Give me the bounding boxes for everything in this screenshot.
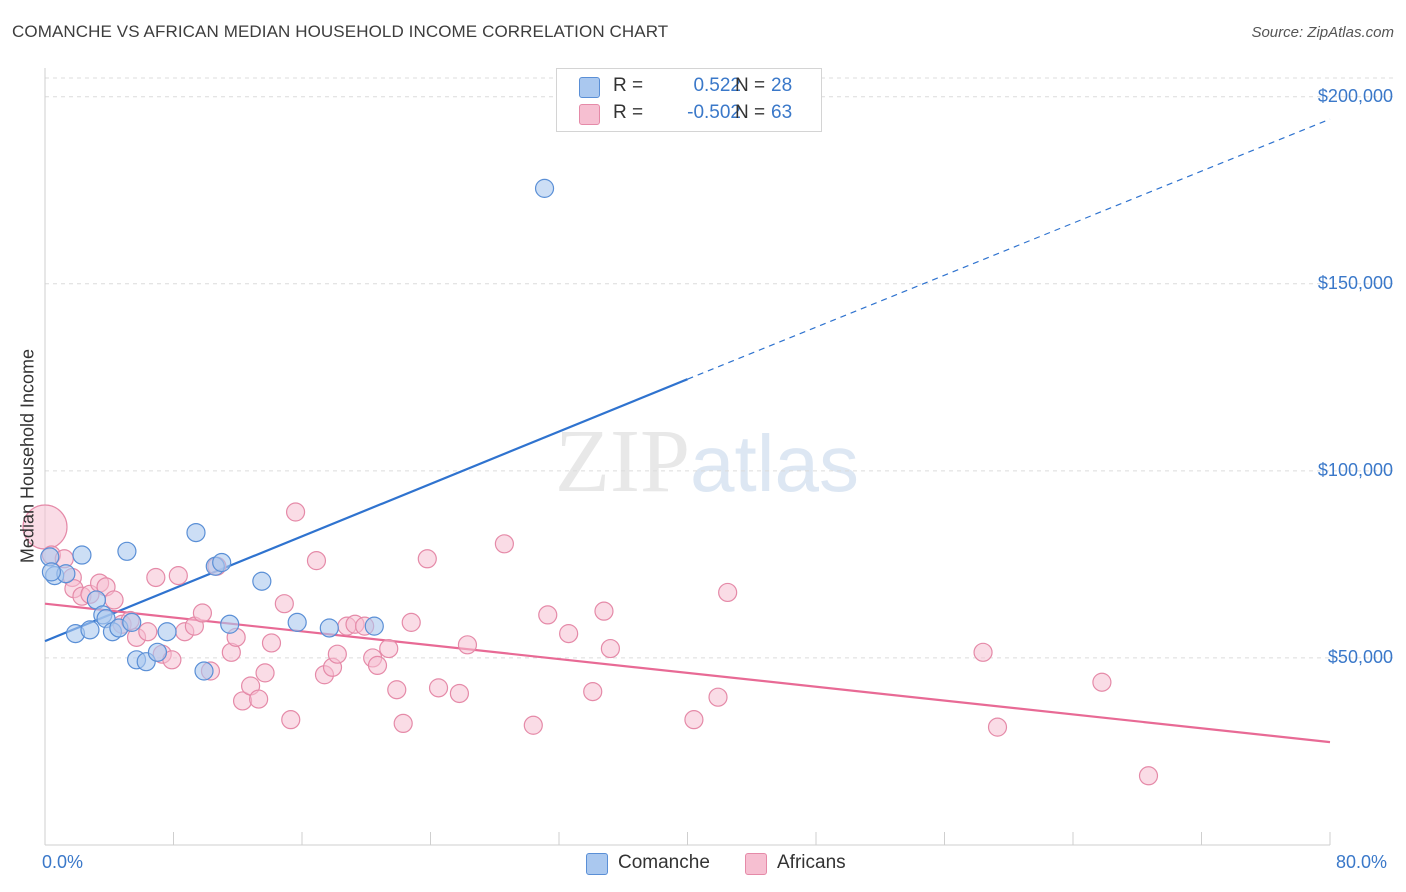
africans-point	[379, 638, 399, 659]
legend-r-value: 0.522	[693, 75, 741, 96]
comanche-point	[319, 618, 339, 638]
africans-point	[401, 612, 421, 632]
x-tick-label-min: 0.0%	[42, 852, 84, 872]
legend-r-label: R =	[613, 75, 644, 96]
africans-point	[417, 549, 437, 569]
comanche-trend-extension	[687, 118, 1331, 380]
legend-n-value: 28	[771, 75, 793, 96]
comanche-point	[72, 545, 92, 565]
africans-swatch	[579, 104, 600, 125]
africans-trend-line	[44, 602, 1331, 744]
africans-point	[718, 582, 738, 603]
comanche-point	[147, 642, 168, 662]
source-credit: Source: ZipAtlas.com	[1251, 24, 1394, 41]
africans-point	[559, 624, 579, 644]
comanche-swatch	[586, 853, 608, 875]
bottom-legend-label: Africans	[777, 852, 846, 873]
africans-point	[138, 622, 158, 642]
legend-r-value: -0.502	[687, 102, 741, 123]
africans-point	[393, 713, 413, 734]
africans-point	[168, 566, 188, 586]
comanche-point	[534, 178, 555, 198]
africans-point	[684, 710, 704, 730]
africans-point	[249, 689, 269, 709]
comanche-point	[80, 620, 100, 640]
africans-point	[387, 680, 407, 700]
comanche-point	[157, 622, 177, 642]
africans-point	[973, 642, 993, 662]
axes	[44, 68, 1331, 846]
africans-point	[1138, 766, 1159, 786]
africans-point	[449, 683, 470, 704]
africans-point	[457, 635, 478, 655]
africans-point	[281, 710, 301, 730]
trend-lines	[44, 118, 1331, 744]
comanche-point	[41, 562, 62, 582]
africans-point	[1092, 672, 1112, 692]
comanche-swatch	[579, 77, 600, 98]
y-tick-label: $50,000	[1327, 646, 1393, 667]
africans-point	[428, 678, 449, 698]
watermark-atlas: atlas	[690, 419, 859, 508]
y-tick-label: $150,000	[1317, 272, 1393, 293]
correlation-legend: R = 0.522 N = 28 R = -0.502 N = 63	[556, 68, 822, 132]
africans-point	[708, 687, 728, 707]
africans-point	[367, 655, 388, 676]
comanche-point	[122, 612, 142, 632]
africans-point	[285, 502, 306, 522]
bottom-legend-label: Comanche	[618, 852, 710, 873]
africans-point	[538, 605, 558, 625]
comanche-point	[364, 616, 384, 636]
legend-n-label: N =	[735, 102, 766, 123]
comanche-point	[212, 552, 232, 573]
africans-point	[600, 638, 621, 659]
comanche-trend-line	[44, 378, 688, 643]
africans-point	[104, 590, 124, 610]
y-tick-label: $200,000	[1317, 85, 1393, 106]
y-tick-label: $100,000	[1317, 459, 1393, 480]
grid-lines	[45, 77, 1395, 659]
africans-point	[987, 717, 1008, 737]
comanche-point	[220, 614, 240, 634]
comanche-point	[186, 522, 206, 543]
chart-title: COMANCHE VS AFRICAN MEDIAN HOUSEHOLD INC…	[12, 22, 669, 41]
africans-point	[594, 601, 614, 621]
africans-point	[327, 644, 347, 664]
africans-point	[192, 603, 213, 623]
comanche-point	[252, 571, 272, 591]
legend-r-label: R =	[613, 102, 644, 123]
watermark: ZIPatlas	[555, 410, 859, 513]
y-axis-title: Median Household Income	[17, 348, 38, 564]
legend-n-label: N =	[735, 75, 766, 96]
africans-point	[146, 567, 166, 588]
africans-point	[523, 715, 543, 735]
africans-point	[274, 594, 294, 614]
africans-point	[261, 633, 282, 653]
comanche-point	[117, 541, 137, 561]
africans-points	[22, 502, 1159, 786]
watermark-zip: ZIP	[555, 412, 690, 511]
comanche-point	[287, 612, 307, 632]
x-tick-label-max: 80.0%	[1336, 852, 1388, 872]
comanche-point	[194, 661, 214, 681]
africans-swatch	[745, 853, 767, 875]
comanche-points	[40, 178, 555, 681]
africans-point	[494, 534, 514, 554]
legend-n-value: 63	[771, 102, 793, 123]
africans-point	[306, 551, 327, 571]
africans-point	[583, 681, 603, 702]
africans-point	[255, 663, 275, 683]
